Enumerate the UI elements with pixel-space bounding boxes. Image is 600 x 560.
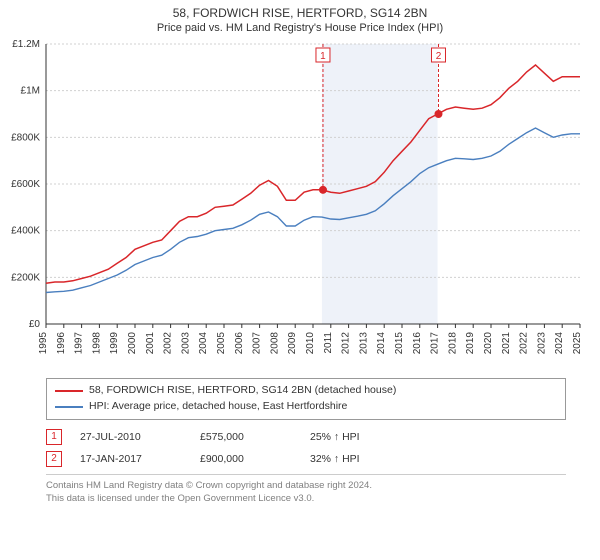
svg-text:1995: 1995 — [38, 332, 49, 355]
svg-text:£200K: £200K — [11, 272, 40, 283]
legend-item-hpi: HPI: Average price, detached house, East… — [55, 399, 557, 415]
sale-date-1: 27-JUL-2010 — [80, 431, 200, 443]
svg-text:1996: 1996 — [56, 332, 67, 355]
legend-swatch-hpi — [55, 406, 83, 408]
legend: 58, FORDWICH RISE, HERTFORD, SG14 2BN (d… — [46, 378, 566, 420]
svg-text:£600K: £600K — [11, 179, 40, 190]
sale-pct-2: 32% ↑ HPI — [310, 453, 410, 465]
svg-text:2025: 2025 — [572, 332, 583, 355]
svg-text:2022: 2022 — [519, 332, 530, 355]
svg-text:2002: 2002 — [163, 332, 174, 355]
chart-area: £0 £200K £400K £600K £800K £1M £1.2M 1995 1996 19… — [0, 34, 600, 374]
svg-text:2014: 2014 — [376, 332, 387, 355]
svg-text:2017: 2017 — [430, 332, 441, 355]
svg-text:1: 1 — [320, 51, 326, 62]
svg-text:2012: 2012 — [341, 332, 352, 355]
chart-title-address: 58, FORDWICH RISE, HERTFORD, SG14 2BN — [0, 6, 600, 20]
footer-attribution: Contains HM Land Registry data © Crown c… — [46, 474, 566, 506]
svg-text:2011: 2011 — [323, 332, 334, 354]
chart-subtitle: Price paid vs. HM Land Registry's House … — [0, 20, 600, 34]
sale-badge-1: 1 — [46, 429, 62, 445]
line-chart: £0 £200K £400K £600K £800K £1M £1.2M 1995 1996 19… — [0, 34, 600, 374]
svg-text:2001: 2001 — [145, 332, 156, 355]
svg-text:2013: 2013 — [358, 332, 369, 355]
sale-row-1: 1 27-JUL-2010 £575,000 25% ↑ HPI — [46, 426, 566, 448]
svg-text:2019: 2019 — [465, 332, 476, 355]
svg-text:1998: 1998 — [91, 332, 102, 355]
svg-text:£800K: £800K — [11, 132, 40, 143]
svg-text:2021: 2021 — [501, 332, 512, 355]
svg-text:2008: 2008 — [269, 332, 280, 355]
legend-label-hpi: HPI: Average price, detached house, East… — [89, 399, 347, 415]
svg-text:2010: 2010 — [305, 332, 316, 355]
svg-text:1999: 1999 — [109, 332, 120, 355]
svg-text:£1.2M: £1.2M — [12, 39, 40, 50]
svg-text:2007: 2007 — [252, 332, 263, 355]
sales-table: 1 27-JUL-2010 £575,000 25% ↑ HPI 2 17-JA… — [46, 426, 566, 470]
svg-text:2000: 2000 — [127, 332, 138, 355]
sale-price-2: £900,000 — [200, 453, 310, 465]
svg-text:2018: 2018 — [447, 332, 458, 355]
svg-text:2023: 2023 — [536, 332, 547, 355]
svg-text:2015: 2015 — [394, 332, 405, 355]
svg-text:2009: 2009 — [287, 332, 298, 355]
svg-text:2004: 2004 — [198, 332, 209, 355]
svg-text:£1M: £1M — [21, 86, 40, 97]
sale-badge-2: 2 — [46, 451, 62, 467]
legend-item-property: 58, FORDWICH RISE, HERTFORD, SG14 2BN (d… — [55, 383, 557, 399]
sale-row-2: 2 17-JAN-2017 £900,000 32% ↑ HPI — [46, 448, 566, 470]
svg-text:2: 2 — [436, 51, 442, 62]
svg-text:£400K: £400K — [11, 226, 40, 237]
sale-pct-1: 25% ↑ HPI — [310, 431, 410, 443]
svg-text:2005: 2005 — [216, 332, 227, 355]
svg-text:1997: 1997 — [74, 332, 85, 355]
svg-text:2016: 2016 — [412, 332, 423, 355]
footer-line-2: This data is licensed under the Open Gov… — [46, 492, 566, 505]
footer-line-1: Contains HM Land Registry data © Crown c… — [46, 479, 566, 492]
svg-text:2020: 2020 — [483, 332, 494, 355]
svg-text:£0: £0 — [29, 319, 41, 330]
sale-date-2: 17-JAN-2017 — [80, 453, 200, 465]
legend-label-property: 58, FORDWICH RISE, HERTFORD, SG14 2BN (d… — [89, 383, 396, 399]
sale-price-1: £575,000 — [200, 431, 310, 443]
svg-text:2006: 2006 — [234, 332, 245, 355]
legend-swatch-property — [55, 390, 83, 392]
svg-text:2003: 2003 — [180, 332, 191, 355]
svg-text:2024: 2024 — [554, 332, 565, 355]
